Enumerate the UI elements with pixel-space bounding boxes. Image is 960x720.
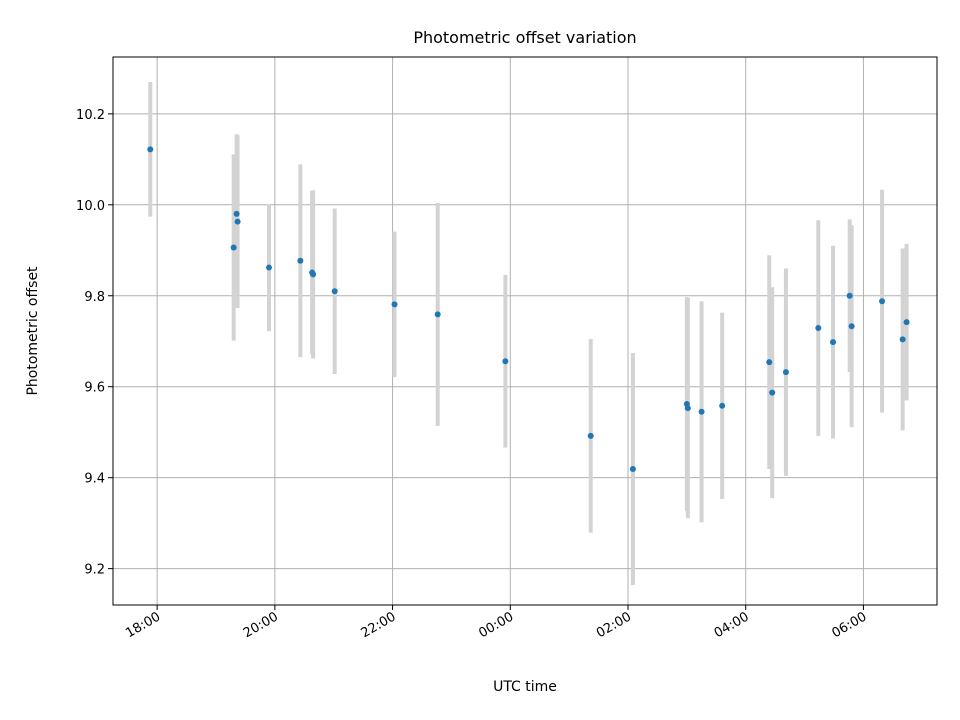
data-point <box>391 301 398 308</box>
data-point <box>903 319 910 326</box>
y-tick-label: 10.0 <box>76 199 105 214</box>
x-axis-title: UTC time <box>493 679 557 695</box>
plot-background <box>113 57 937 605</box>
data-point <box>830 339 837 346</box>
y-tick-label: 9.8 <box>84 290 105 305</box>
y-tick-label: 9.2 <box>84 563 105 578</box>
data-points <box>147 146 910 473</box>
data-point <box>815 325 822 332</box>
data-point <box>310 271 317 278</box>
data-point <box>782 369 789 376</box>
data-point <box>331 288 338 295</box>
data-point <box>848 323 855 330</box>
data-point <box>879 298 886 305</box>
y-tick-label: 10.2 <box>76 108 105 123</box>
plot-frame <box>112 56 938 606</box>
data-point <box>230 244 237 251</box>
y-tick-label: 9.6 <box>84 381 105 396</box>
grid-lines <box>113 57 937 605</box>
data-point <box>434 311 441 318</box>
data-point <box>899 336 906 343</box>
data-point <box>684 405 691 412</box>
data-point <box>233 210 240 217</box>
data-point <box>234 218 241 225</box>
data-point <box>147 146 154 153</box>
data-point <box>719 402 726 409</box>
data-point <box>846 292 853 299</box>
data-point <box>265 264 272 271</box>
data-point <box>769 389 776 396</box>
y-tick-label: 9.4 <box>84 472 105 487</box>
y-axis-ticks: 9.2 9.4 9.6 9.8 10.0 10.2 <box>76 108 113 578</box>
data-point <box>297 257 304 264</box>
chart-title: Photometric offset variation <box>413 28 636 47</box>
y-axis-title: Photometric offset <box>25 266 41 396</box>
data-point <box>629 466 636 473</box>
data-point <box>698 408 705 415</box>
data-point <box>766 359 773 366</box>
data-point <box>587 432 594 439</box>
data-point <box>502 358 509 365</box>
